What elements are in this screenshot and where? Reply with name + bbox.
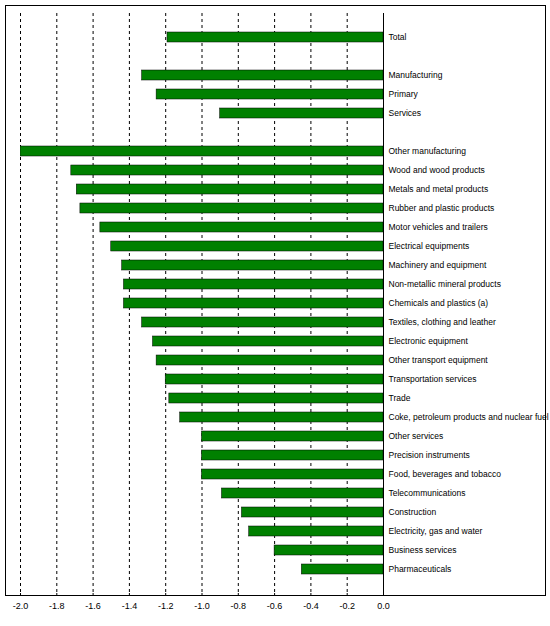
svg-text:Wood and wood products: Wood and wood products [389,165,485,175]
svg-text:Trade: Trade [389,393,411,403]
svg-text:Total: Total [389,32,407,42]
svg-text:Other transport equipment: Other transport equipment [389,355,489,365]
svg-text:Business services: Business services [389,545,457,555]
svg-text:Telecommunications: Telecommunications [389,488,466,498]
svg-text:-1.0: -1.0 [194,601,210,611]
svg-text:Services: Services [389,108,422,118]
svg-text:Precision instruments: Precision instruments [389,450,470,460]
svg-text:-1.8: -1.8 [49,601,65,611]
svg-text:Motor vehicles and trailers: Motor vehicles and trailers [389,222,488,232]
svg-text:-0.6: -0.6 [267,601,283,611]
svg-text:Non-metallic mineral products: Non-metallic mineral products [389,279,501,289]
svg-text:-0.2: -0.2 [339,601,355,611]
svg-text:Rubber and plastic products: Rubber and plastic products [389,203,495,213]
svg-text:Primary: Primary [389,89,419,99]
svg-text:Textiles, clothing and leather: Textiles, clothing and leather [389,317,496,327]
svg-text:Metals and metal products: Metals and metal products [389,184,489,194]
svg-text:Electricity, gas and water: Electricity, gas and water [389,526,483,536]
svg-text:-0.4: -0.4 [303,601,319,611]
svg-text:-1.2: -1.2 [158,601,174,611]
svg-text:Pharmaceuticals: Pharmaceuticals [389,564,452,574]
svg-text:Food, beverages and tobacco: Food, beverages and tobacco [389,469,502,479]
svg-text:Coke, petroleum products and n: Coke, petroleum products and nuclear fue… [389,412,549,422]
svg-text:Transportation services: Transportation services [389,374,477,384]
svg-text:-0.8: -0.8 [231,601,247,611]
svg-text:Electronic equipment: Electronic equipment [389,336,469,346]
svg-text:Electrical equipments: Electrical equipments [389,241,470,251]
svg-text:Chemicals and plastics (a): Chemicals and plastics (a) [389,298,489,308]
svg-text:Other manufacturing: Other manufacturing [389,146,467,156]
svg-text:Machinery and equipment: Machinery and equipment [389,260,487,270]
svg-text:Manufacturing: Manufacturing [389,70,443,80]
svg-text:Other services: Other services [389,431,444,441]
svg-text:-1.6: -1.6 [85,601,101,611]
svg-text:Construction: Construction [389,507,437,517]
svg-text:0.0: 0.0 [377,601,390,611]
svg-text:-2.0: -2.0 [13,601,29,611]
svg-text:-1.4: -1.4 [122,601,138,611]
